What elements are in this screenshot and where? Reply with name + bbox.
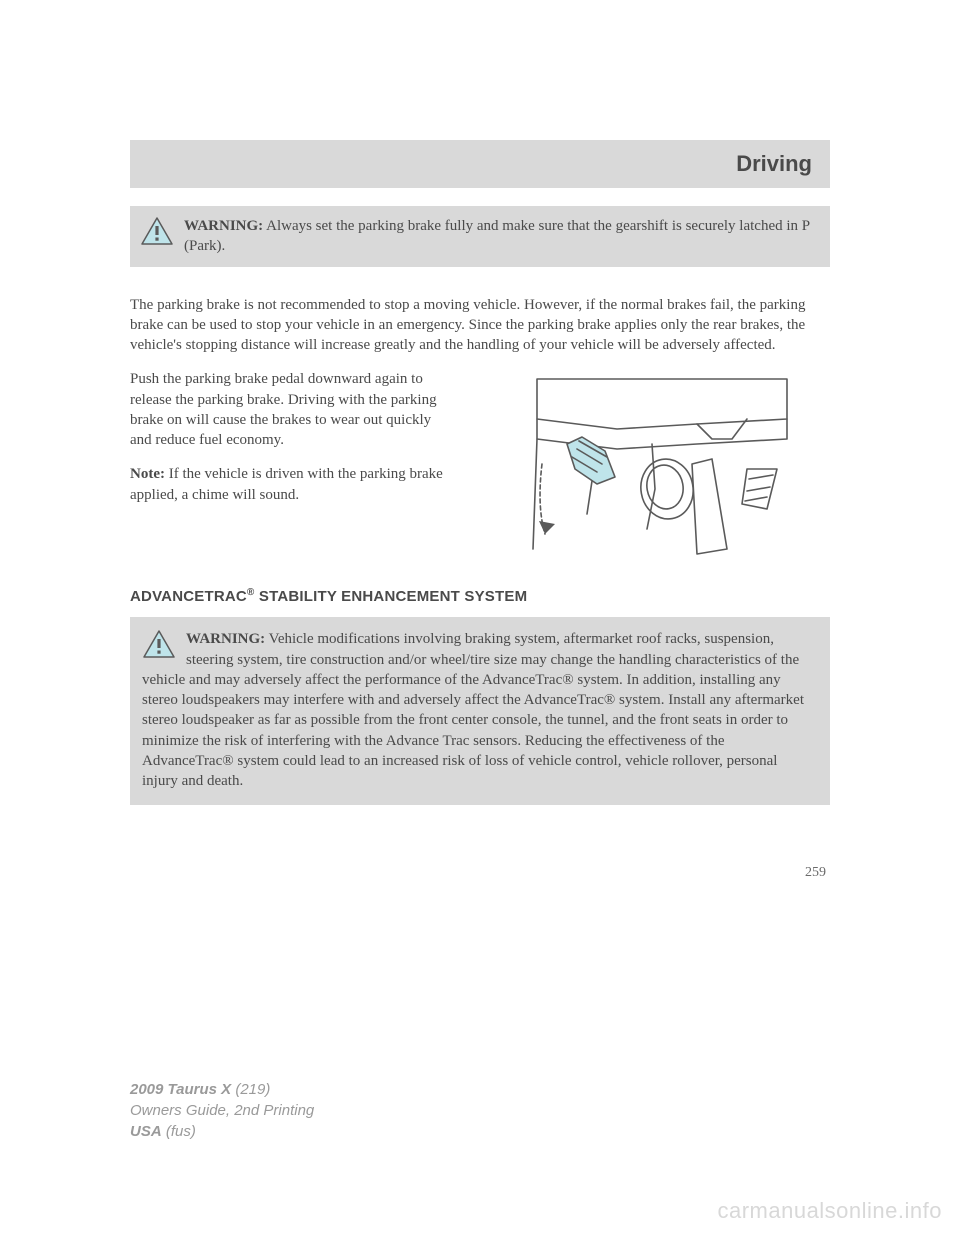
footer-code-1: (219) [235, 1081, 270, 1098]
header-bar: Driving [130, 140, 830, 188]
page-number: 259 [130, 865, 830, 881]
warning-triangle-icon [140, 216, 174, 251]
warning-label: WARNING: [184, 218, 263, 234]
footer: 2009 Taurus X (219) Owners Guide, 2nd Pr… [130, 1079, 314, 1142]
paragraph-release-brake: Push the parking brake pedal downward ag… [130, 369, 445, 450]
paragraph-parking-brake-info: The parking brake is not recommended to … [130, 295, 830, 356]
footer-line-1: 2009 Taurus X (219) [130, 1079, 314, 1100]
warning-body: Vehicle modifications involving braking … [142, 631, 804, 789]
note-label: Note: [130, 466, 165, 482]
heading-text: ADVANCETRAC® STABILITY ENHANCEMENT SYSTE… [130, 588, 527, 605]
warning-box-advancetrac: WARNING: Vehicle modifications involving… [130, 617, 830, 805]
pedal-diagram [497, 369, 797, 569]
warning-text: WARNING: Vehicle modifications involving… [142, 629, 816, 791]
left-column: Push the parking brake pedal downward ag… [130, 369, 445, 569]
footer-region: USA [130, 1123, 162, 1140]
section-title: Driving [736, 151, 812, 177]
note-text: If the vehicle is driven with the parkin… [130, 466, 443, 502]
footer-code-2: (fus) [166, 1123, 196, 1140]
registered-mark: ® [247, 587, 255, 598]
note-paragraph: Note: If the vehicle is driven with the … [130, 464, 445, 505]
warning-triangle-icon [142, 629, 176, 664]
footer-model: 2009 Taurus X [130, 1081, 231, 1098]
warning-box-parking-brake: WARNING: Always set the parking brake fu… [130, 206, 830, 267]
watermark: carmanualsonline.info [717, 1198, 942, 1224]
section-heading-advancetrac: ADVANCETRAC® STABILITY ENHANCEMENT SYSTE… [130, 587, 830, 605]
footer-line-2: Owners Guide, 2nd Printing [130, 1100, 314, 1121]
warning-text: WARNING: Always set the parking brake fu… [184, 216, 818, 257]
two-column-layout: Push the parking brake pedal downward ag… [130, 369, 830, 569]
footer-line-3: USA (fus) [130, 1121, 314, 1142]
right-column [463, 369, 830, 569]
warning-body: Always set the parking brake fully and m… [184, 218, 810, 254]
page-content: Driving WARNING: Always set the parking … [0, 0, 960, 881]
warning-label: WARNING: [186, 631, 265, 647]
